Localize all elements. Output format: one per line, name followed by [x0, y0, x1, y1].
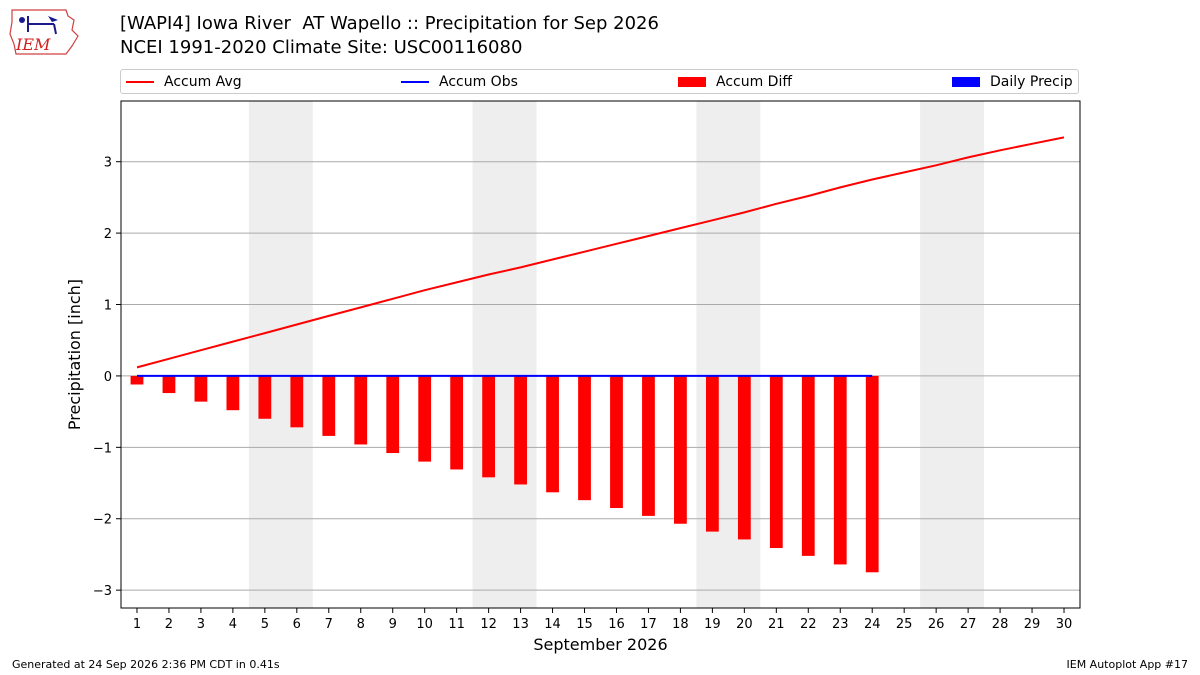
accum-diff-bar: [610, 375, 623, 509]
accum-diff-bar: [865, 375, 879, 573]
title-line-1: [WAPI4] Iowa River AT Wapello :: Precipi…: [120, 13, 659, 34]
x-tick-label: 22: [800, 617, 817, 632]
x-tick-label: 19: [704, 617, 721, 632]
legend-item-accum-obs: Accum Obs: [401, 73, 518, 91]
y-tick-label: 1: [104, 299, 112, 314]
weekend-shade: [920, 101, 985, 608]
footer-generated: Generated at 24 Sep 2026 2:36 PM CDT in …: [12, 658, 280, 671]
accum-diff-bar: [322, 375, 336, 436]
accum-diff-bar: [226, 375, 240, 411]
x-tick-label: 29: [1024, 617, 1041, 632]
accum-diff-bar: [642, 375, 655, 516]
accum-diff-bar: [482, 375, 496, 478]
accum-diff-bar: [258, 375, 272, 419]
accum-diff-bar: [737, 375, 751, 540]
y-tick-label: −1: [93, 441, 112, 456]
x-tick-label: 15: [576, 617, 593, 632]
accum-diff-bar: [546, 375, 559, 493]
legend-item-accum-avg: Accum Avg: [126, 73, 242, 91]
y-axis-label: Precipitation [inch]: [65, 279, 84, 430]
x-tick-label: 30: [1056, 617, 1073, 632]
accum-diff-bar: [578, 375, 591, 501]
weekend-shade: [248, 101, 313, 608]
x-tick-label: 14: [544, 617, 561, 632]
x-tick-label: 4: [229, 617, 237, 632]
iem-logo: IEM: [8, 6, 80, 58]
x-tick-label: 26: [928, 617, 945, 632]
footer-app: IEM Autoplot App #17: [1066, 658, 1189, 671]
accum-diff-bar: [705, 375, 719, 532]
legend-item-daily-precip: Daily Precip: [952, 73, 1073, 91]
x-tick-label: 17: [640, 617, 657, 632]
x-tick-label: 10: [416, 617, 433, 632]
x-tick-label: 20: [736, 617, 753, 632]
x-tick-label: 16: [608, 617, 625, 632]
x-tick-label: 1: [133, 617, 141, 632]
x-tick-label: 13: [512, 617, 529, 632]
y-tick-label: 2: [104, 227, 112, 242]
legend-label-accum-obs: Accum Obs: [439, 74, 518, 90]
x-tick-label: 8: [357, 617, 365, 632]
accum-diff-bar: [130, 375, 144, 385]
x-tick-label: 25: [896, 617, 913, 632]
y-tick-label: 3: [104, 156, 112, 171]
x-tick-label: 2: [165, 617, 173, 632]
accum-diff-bar: [833, 375, 847, 565]
accum-obs-swatch: [401, 81, 429, 83]
accum-diff-bar: [162, 375, 176, 394]
accum-diff-bar: [674, 375, 687, 524]
accum-diff-bar: [194, 375, 208, 402]
accum-diff-bar: [386, 375, 400, 454]
x-tick-label: 27: [960, 617, 977, 632]
y-tick-label: 0: [104, 370, 112, 385]
x-tick-label: 5: [261, 617, 269, 632]
legend-item-accum-diff: Accum Diff: [678, 73, 792, 91]
x-tick-label: 23: [832, 617, 849, 632]
accum-avg-line: [136, 136, 1065, 369]
accum-diff-bar: [450, 375, 464, 470]
legend-label-accum-diff: Accum Diff: [716, 74, 793, 90]
legend-label-daily-precip: Daily Precip: [990, 74, 1073, 90]
iem-logo-text: IEM: [15, 35, 51, 54]
accum-diff-bar: [418, 375, 432, 462]
chart-title: [WAPI4] Iowa River AT Wapello :: Precipi…: [120, 12, 659, 60]
accum-diff-swatch: [678, 77, 706, 87]
x-tick-label: 28: [992, 617, 1009, 632]
y-tick-label: −3: [93, 584, 112, 599]
accum-diff-bar: [769, 375, 783, 549]
accum-avg-swatch: [126, 81, 154, 83]
x-tick-label: 7: [325, 617, 333, 632]
accum-diff-bar: [354, 375, 368, 445]
x-tick-label: 24: [864, 617, 881, 632]
x-tick-label: 12: [480, 617, 497, 632]
x-tick-label: 11: [448, 617, 465, 632]
accum-diff-bar: [290, 375, 304, 428]
plot-frame: [120, 100, 1081, 609]
accum-diff-bar: [801, 375, 815, 556]
legend: Accum Avg Accum Obs Accum Diff Daily Pre…: [120, 69, 1079, 94]
title-line-2: NCEI 1991-2020 Climate Site: USC00116080: [120, 37, 523, 58]
x-tick-label: 9: [389, 617, 397, 632]
x-tick-label: 18: [672, 617, 689, 632]
legend-label-accum-avg: Accum Avg: [164, 74, 242, 90]
daily-precip-swatch: [952, 77, 980, 87]
x-tick-label: 3: [197, 617, 205, 632]
x-axis-label: September 2026: [533, 635, 667, 654]
weekend-shade: [472, 101, 537, 608]
y-tick-label: −2: [93, 513, 112, 528]
accum-diff-bar: [514, 375, 527, 485]
x-tick-label: 21: [768, 617, 785, 632]
x-tick-label: 6: [293, 617, 301, 632]
